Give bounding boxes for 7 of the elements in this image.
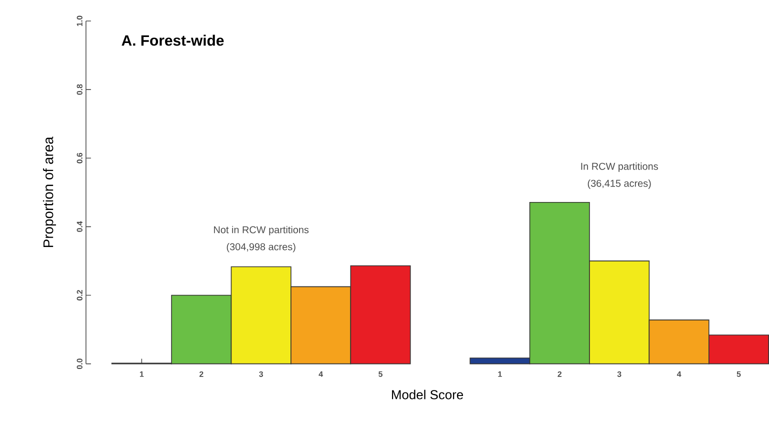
x-axis-title: Model Score (392, 390, 464, 400)
annotation: (36,415 acres) (588, 180, 651, 189)
y-axis-title: Proportion of area (42, 136, 56, 248)
annotation: In RCW partitions (581, 162, 658, 172)
text: A. Forest-wide (122, 34, 224, 46)
annotation: (304,998 acres) (226, 243, 296, 252)
annotation: Not in RCW partitions (214, 226, 309, 236)
